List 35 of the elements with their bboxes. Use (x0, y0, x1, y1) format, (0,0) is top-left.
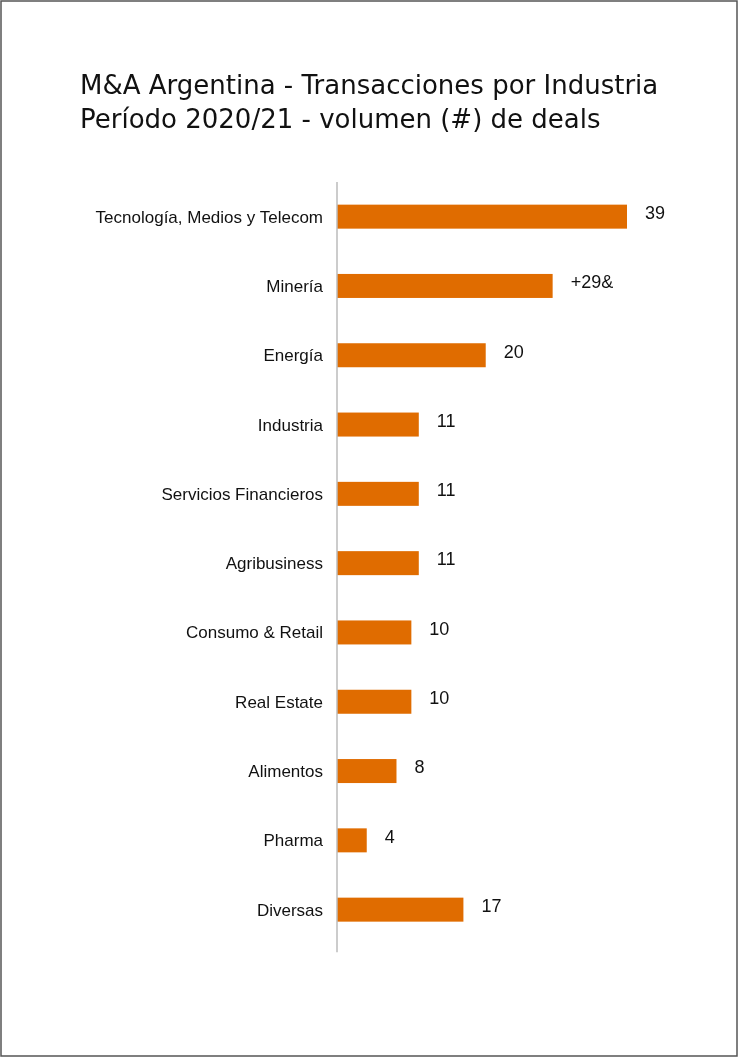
y-tick-label: Diversas (256, 900, 323, 920)
data-label: +29& (570, 272, 614, 293)
bar (337, 481, 419, 506)
data-label: 39 (645, 202, 666, 223)
y-tick-label: Energía (263, 346, 324, 366)
y-tick-label: Real Estate (235, 692, 323, 712)
y-tick-label: Servicios Financieros (161, 484, 323, 504)
data-label: 10 (429, 688, 450, 709)
data-label: 20 (503, 341, 524, 362)
bar (337, 828, 367, 853)
bar (337, 897, 464, 922)
data-label: 8 (414, 757, 425, 778)
bar (337, 204, 627, 229)
y-tick-label: Minería (266, 276, 324, 296)
y-tick-label: Agribusiness (225, 554, 323, 574)
data-label: 10 (429, 618, 450, 639)
bar (337, 551, 419, 576)
data-label: 4 (384, 826, 395, 847)
bar (337, 273, 553, 298)
data-label: 17 (481, 895, 502, 916)
bar (337, 343, 486, 368)
data-label: 11 (436, 410, 456, 431)
y-tick-label: Pharma (263, 831, 324, 851)
chart-subtitle: Período 2020/21 - volumen (#) de deals (80, 104, 601, 134)
bar (337, 759, 397, 784)
y-tick-label: Consumo & Retail (185, 623, 323, 643)
data-label: 11 (436, 480, 456, 501)
y-tick-label: Alimentos (248, 762, 323, 781)
y-tick-label: Industria (257, 415, 324, 435)
bar (337, 689, 412, 714)
bar (337, 412, 419, 437)
data-label: 11 (436, 549, 456, 570)
bar (337, 620, 412, 645)
y-tick-label: Tecnología, Medios y Telecom (95, 207, 323, 227)
chart-title: M&A Argentina - Transacciones por Industria (80, 70, 659, 100)
